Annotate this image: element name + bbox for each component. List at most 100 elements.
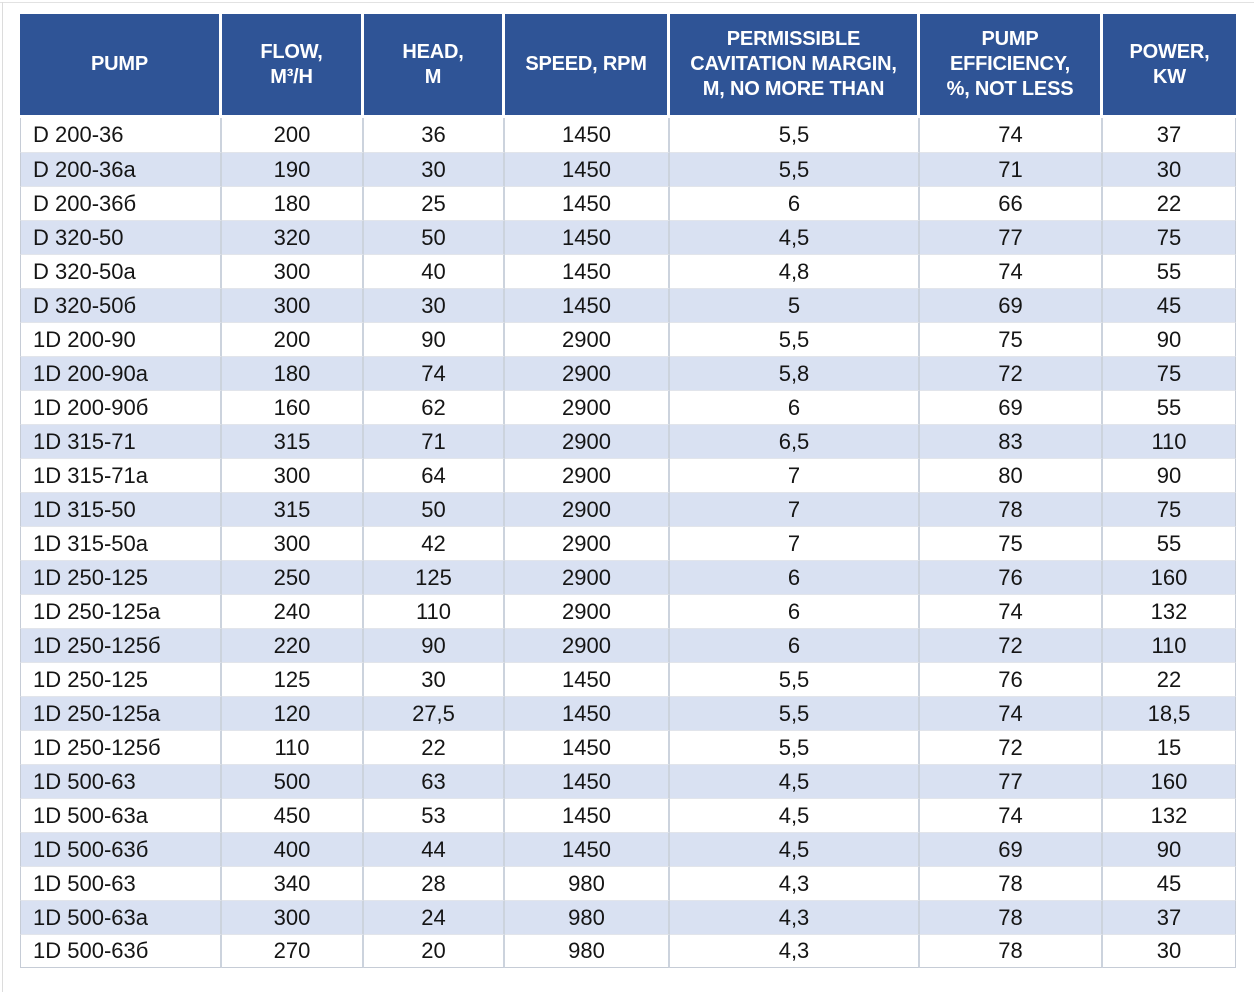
table-row: 1D 200-90 200 90 2900 5,5 75 90 — [20, 322, 1236, 356]
value-cell: 300 — [222, 458, 364, 492]
value-cell: 5 — [670, 288, 920, 322]
value-cell: 72 — [920, 628, 1103, 662]
value-cell: 30 — [1103, 934, 1236, 968]
value-cell: 75 — [1103, 220, 1236, 254]
value-cell: 110 — [1103, 424, 1236, 458]
value-cell: 22 — [1103, 662, 1236, 696]
table-row: 1D 315-50a 300 42 2900 7 75 55 — [20, 526, 1236, 560]
table-row: 1D 250-125б 220 90 2900 6 72 110 — [20, 628, 1236, 662]
value-cell: 24 — [364, 900, 505, 934]
value-cell: 69 — [920, 288, 1103, 322]
value-cell: 4,8 — [670, 254, 920, 288]
value-cell: 1450 — [505, 118, 670, 152]
value-cell: 6 — [670, 390, 920, 424]
value-cell: 320 — [222, 220, 364, 254]
table-row: D 200-36 200 36 1450 5,5 74 37 — [20, 118, 1236, 152]
value-cell: 36 — [364, 118, 505, 152]
value-cell: 2900 — [505, 594, 670, 628]
value-cell: 71 — [920, 152, 1103, 186]
value-cell: 6,5 — [670, 424, 920, 458]
value-cell: 270 — [222, 934, 364, 968]
value-cell: 160 — [222, 390, 364, 424]
value-cell: 180 — [222, 186, 364, 220]
table-row: D 200-36a 190 30 1450 5,5 71 30 — [20, 152, 1236, 186]
column-header-power: POWER, KW — [1103, 14, 1236, 118]
value-cell: 55 — [1103, 390, 1236, 424]
column-header-head: HEAD, M — [364, 14, 505, 118]
value-cell: 75 — [920, 526, 1103, 560]
value-cell: 55 — [1103, 526, 1236, 560]
pump-name-cell: 1D 500-63a — [20, 900, 222, 934]
table-row: 1D 315-71a 300 64 2900 7 80 90 — [20, 458, 1236, 492]
value-cell: 74 — [920, 594, 1103, 628]
value-cell: 4,5 — [670, 832, 920, 866]
value-cell: 180 — [222, 356, 364, 390]
value-cell: 50 — [364, 492, 505, 526]
page-left-edge-line — [2, 2, 3, 992]
pump-name-cell: 1D 315-50 — [20, 492, 222, 526]
table-row: D 200-36б 180 25 1450 6 66 22 — [20, 186, 1236, 220]
value-cell: 1450 — [505, 220, 670, 254]
value-cell: 74 — [920, 118, 1103, 152]
page-top-edge-line — [0, 2, 1254, 3]
value-cell: 4,3 — [670, 866, 920, 900]
value-cell: 980 — [505, 900, 670, 934]
table-row: 1D 250-125 250 125 2900 6 76 160 — [20, 560, 1236, 594]
pump-name-cell: 1D 500-63a — [20, 798, 222, 832]
column-header-flow: FLOW, M³/H — [222, 14, 364, 118]
value-cell: 30 — [364, 288, 505, 322]
value-cell: 90 — [1103, 458, 1236, 492]
table-row: 1D 200-90б 160 62 2900 6 69 55 — [20, 390, 1236, 424]
value-cell: 6 — [670, 560, 920, 594]
value-cell: 37 — [1103, 900, 1236, 934]
value-cell: 1450 — [505, 730, 670, 764]
value-cell: 1450 — [505, 152, 670, 186]
pump-name-cell: D 200-36б — [20, 186, 222, 220]
value-cell: 69 — [920, 390, 1103, 424]
table-row: 1D 250-125a 240 110 2900 6 74 132 — [20, 594, 1236, 628]
pump-name-cell: 1D 500-63 — [20, 866, 222, 900]
pump-name-cell: 1D 500-63б — [20, 934, 222, 968]
table-row: 1D 315-71 315 71 2900 6,5 83 110 — [20, 424, 1236, 458]
value-cell: 18,5 — [1103, 696, 1236, 730]
value-cell: 160 — [1103, 560, 1236, 594]
value-cell: 200 — [222, 322, 364, 356]
table-row: 1D 500-63 340 28 980 4,3 78 45 — [20, 866, 1236, 900]
value-cell: 64 — [364, 458, 505, 492]
value-cell: 90 — [364, 322, 505, 356]
value-cell: 77 — [920, 764, 1103, 798]
table-row: 1D 250-125a 120 27,5 1450 5,5 74 18,5 — [20, 696, 1236, 730]
value-cell: 110 — [222, 730, 364, 764]
value-cell: 75 — [920, 322, 1103, 356]
value-cell: 40 — [364, 254, 505, 288]
value-cell: 45 — [1103, 866, 1236, 900]
value-cell: 980 — [505, 934, 670, 968]
value-cell: 2900 — [505, 356, 670, 390]
table-row: 1D 315-50 315 50 2900 7 78 75 — [20, 492, 1236, 526]
value-cell: 28 — [364, 866, 505, 900]
pump-name-cell: D 320-50 — [20, 220, 222, 254]
table-row: 1D 500-63 500 63 1450 4,5 77 160 — [20, 764, 1236, 798]
value-cell: 27,5 — [364, 696, 505, 730]
column-header-cavitation-margin: PERMISSIBLE CAVITATION MARGIN, M, NO MOR… — [670, 14, 920, 118]
value-cell: 240 — [222, 594, 364, 628]
value-cell: 1450 — [505, 662, 670, 696]
value-cell: 22 — [1103, 186, 1236, 220]
value-cell: 20 — [364, 934, 505, 968]
value-cell: 125 — [222, 662, 364, 696]
value-cell: 69 — [920, 832, 1103, 866]
value-cell: 2900 — [505, 458, 670, 492]
value-cell: 90 — [1103, 322, 1236, 356]
value-cell: 42 — [364, 526, 505, 560]
pump-name-cell: D 200-36 — [20, 118, 222, 152]
value-cell: 76 — [920, 560, 1103, 594]
value-cell: 77 — [920, 220, 1103, 254]
value-cell: 44 — [364, 832, 505, 866]
table-row: D 320-50б 300 30 1450 5 69 45 — [20, 288, 1236, 322]
value-cell: 980 — [505, 866, 670, 900]
value-cell: 5,5 — [670, 730, 920, 764]
pump-name-cell: 1D 250-125a — [20, 594, 222, 628]
pump-name-cell: 1D 500-63 — [20, 764, 222, 798]
value-cell: 300 — [222, 526, 364, 560]
table-row: 1D 250-125 125 30 1450 5,5 76 22 — [20, 662, 1236, 696]
